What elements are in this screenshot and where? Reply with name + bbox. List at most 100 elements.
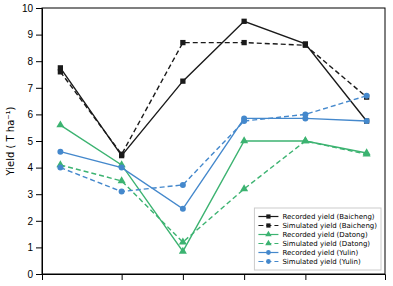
tick: 4 <box>27 162 42 173</box>
tick: 5 <box>27 136 42 147</box>
point <box>241 19 246 24</box>
tick-mark <box>183 274 184 280</box>
legend-item: Recorded yield (Yulin) <box>258 249 358 257</box>
plot: 012345678910Recorded yield (Baicheng)Sim… <box>22 3 386 280</box>
point <box>302 111 308 117</box>
point <box>57 165 63 171</box>
point <box>241 40 246 45</box>
legend-item: Recorded yield (Baicheng) <box>258 213 374 221</box>
tick: 6 <box>27 109 42 120</box>
tick-mark <box>36 61 42 62</box>
y-axis: 0 1 2 3 4 5 6 7 8 9 10 <box>22 3 43 280</box>
legend-item: Recorded yield (Datong) <box>258 231 367 239</box>
tick-mark <box>122 274 123 280</box>
tick-mark <box>36 221 42 222</box>
tick <box>122 274 123 280</box>
axis-line <box>43 275 386 281</box>
point <box>363 150 371 157</box>
tick-label: 3 <box>27 189 33 200</box>
point <box>364 93 370 99</box>
tick-mark <box>36 168 42 169</box>
tick-label: 9 <box>27 29 33 40</box>
y-axis-title: Yield ( T ha⁻¹) <box>5 106 16 176</box>
legend-marker <box>265 231 271 237</box>
point <box>58 69 63 74</box>
tick <box>183 274 184 280</box>
point <box>240 136 248 143</box>
x-axis <box>43 274 386 280</box>
tick-label: 8 <box>27 56 33 67</box>
tick-label: 0 <box>27 269 33 280</box>
legend-frame <box>254 208 381 270</box>
axis-line <box>36 9 43 275</box>
tick-label: 6 <box>27 109 33 120</box>
tick: 0 <box>27 269 42 280</box>
point <box>119 152 124 157</box>
legend-label: Simulated yield (Yulin) <box>282 258 361 266</box>
point <box>364 118 369 123</box>
point <box>301 136 309 143</box>
legend-marker <box>266 259 271 264</box>
tick: 8 <box>27 56 42 67</box>
line <box>60 43 366 155</box>
series <box>57 115 369 211</box>
tick-mark <box>36 114 42 115</box>
tick-mark <box>36 247 42 248</box>
point <box>57 149 63 155</box>
legend-item: Simulated yield (Baicheng) <box>258 222 377 230</box>
legend-marker <box>265 240 271 246</box>
tick-mark <box>36 8 42 9</box>
point <box>364 118 370 124</box>
legend-item: Simulated yield (Yulin) <box>258 258 361 266</box>
legend-marker <box>266 223 270 227</box>
point <box>56 120 64 127</box>
point <box>119 189 125 195</box>
plot-frame <box>42 8 385 274</box>
tick-label: 5 <box>27 136 33 147</box>
tick-label: 10 <box>22 3 34 14</box>
point <box>240 184 248 191</box>
legend-label: Recorded yield (Yulin) <box>282 249 358 257</box>
chart: 012345678910Recorded yield (Baicheng)Sim… <box>0 0 393 286</box>
tick <box>305 274 306 280</box>
point <box>241 118 247 124</box>
tick-mark <box>36 141 42 142</box>
tick-mark <box>36 274 42 275</box>
point <box>180 206 186 212</box>
legend-marker <box>266 250 271 255</box>
tick: 2 <box>27 216 42 227</box>
series <box>58 19 370 159</box>
tick-label: 1 <box>27 242 33 253</box>
tick-mark <box>305 274 306 280</box>
point <box>301 136 309 143</box>
tick: 3 <box>27 189 42 200</box>
line <box>60 96 366 192</box>
tick <box>244 274 245 280</box>
line <box>60 21 366 155</box>
legend-marker <box>266 214 270 218</box>
point <box>179 237 187 244</box>
tick: 9 <box>27 29 42 40</box>
tick-label: 2 <box>27 216 33 227</box>
line <box>60 118 366 208</box>
legend: Recorded yield (Baicheng)Simulated yield… <box>254 208 381 270</box>
tick-mark <box>36 35 42 36</box>
point <box>303 43 308 48</box>
point <box>119 165 125 171</box>
legend-label: Recorded yield (Baicheng) <box>282 213 374 221</box>
tick-mark <box>36 88 42 89</box>
series <box>58 40 370 157</box>
legend-label: Simulated yield (Datong) <box>282 240 370 248</box>
tick-mark <box>36 194 42 195</box>
tick-mark <box>244 274 245 280</box>
point <box>180 79 185 84</box>
tick-label: 7 <box>27 83 33 94</box>
point <box>180 40 185 45</box>
tick-label: 4 <box>27 162 33 173</box>
legend-label: Simulated yield (Baicheng) <box>282 222 377 230</box>
legend-item: Simulated yield (Datong) <box>258 240 370 248</box>
tick: 1 <box>27 242 42 253</box>
tick: 7 <box>27 83 42 94</box>
point <box>180 182 186 188</box>
series <box>57 93 369 195</box>
